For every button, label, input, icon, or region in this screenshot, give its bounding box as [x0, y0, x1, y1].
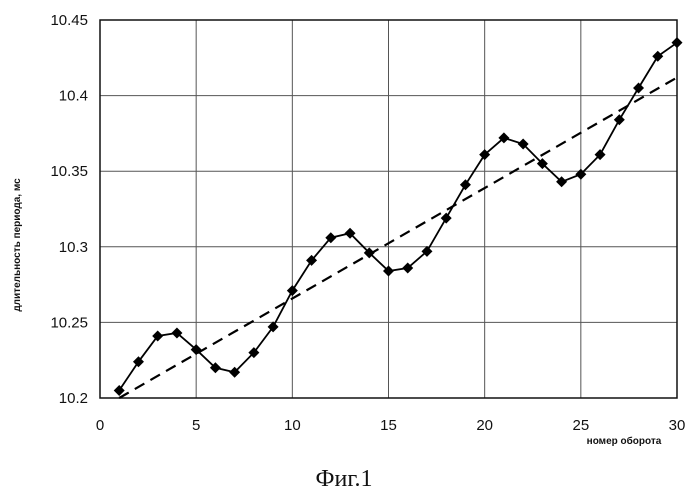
data-point [460, 179, 471, 190]
x-tick-label: 10 [284, 417, 301, 434]
y-tick-label: 10.3 [59, 239, 88, 256]
trend-line [119, 78, 677, 399]
x-tick-label: 15 [380, 417, 397, 434]
x-tick-label: 5 [192, 417, 200, 434]
data-point [652, 51, 663, 62]
x-tick-label: 25 [572, 417, 589, 434]
data-point [633, 83, 644, 94]
data-point [114, 385, 125, 396]
y-tick-label: 10.35 [50, 163, 88, 180]
y-tick-label: 10.4 [59, 88, 88, 105]
y-tick-label: 10.25 [50, 314, 88, 331]
x-tick-label: 30 [669, 417, 686, 434]
data-line [119, 43, 677, 391]
data-point [287, 285, 298, 296]
data-point [441, 213, 452, 224]
y-axis-label: длительность периода, мс [12, 178, 23, 312]
x-tick-label: 0 [96, 417, 104, 434]
tick-layer: 0 5 10 15 20 25 30 10.2 10.25 10.3 10.35 10.4 10.45 [50, 12, 685, 434]
data-point [672, 37, 683, 48]
x-axis-label: номер оборота [587, 435, 662, 447]
y-tick-label: 10.45 [50, 12, 88, 29]
y-tick-label: 10.2 [59, 390, 88, 407]
data-point [614, 114, 625, 125]
series-layer [114, 37, 683, 398]
figure-caption: Фиг.1 [316, 466, 373, 492]
x-tick-label: 20 [476, 417, 493, 434]
